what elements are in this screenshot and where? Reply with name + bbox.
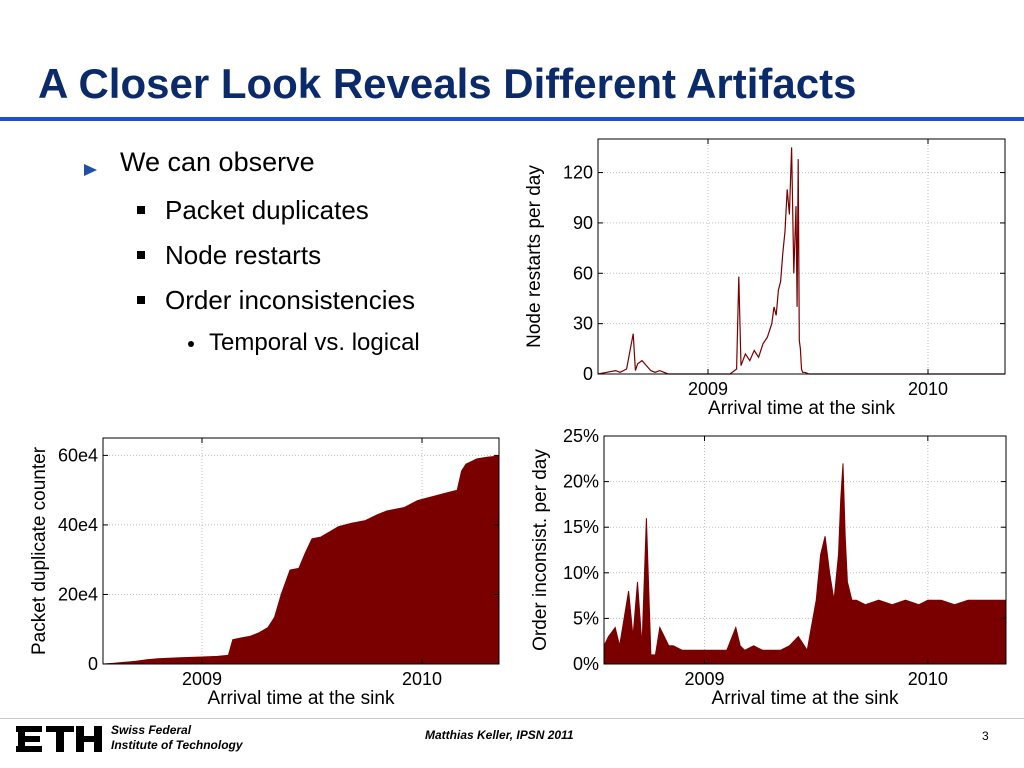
bullet-item: Order inconsistencies bbox=[165, 285, 415, 315]
y-tick-label: 5% bbox=[573, 608, 599, 628]
y-tick-label: 30 bbox=[573, 314, 593, 334]
x-tick-label: 2009 bbox=[684, 669, 724, 689]
y-tick-label: 120 bbox=[563, 163, 593, 183]
x-tick-label: 2010 bbox=[908, 379, 948, 399]
y-tick-label: 15% bbox=[563, 517, 599, 537]
y-tick-label: 60e4 bbox=[58, 445, 98, 465]
title-underline bbox=[0, 117, 1024, 121]
bullet-item: Node restarts bbox=[165, 240, 322, 270]
x-tick-label: 2010 bbox=[908, 669, 948, 689]
y-tick-label: 10% bbox=[563, 563, 599, 583]
y-tick-label: 60 bbox=[573, 263, 593, 283]
x-axis-label: Arrival time at the sink bbox=[708, 398, 895, 419]
y-tick-label: 20% bbox=[563, 472, 599, 492]
x-tick-label: 2010 bbox=[402, 669, 442, 689]
institution-line: Swiss Federal bbox=[111, 723, 192, 737]
y-tick-label: 20e4 bbox=[58, 584, 98, 604]
y-tick-label: 90 bbox=[573, 213, 593, 233]
plot-frame bbox=[102, 437, 500, 665]
author-credit: Matthias Keller, IPSN 2011 bbox=[425, 728, 574, 742]
series-area bbox=[603, 463, 1007, 665]
series-area bbox=[102, 455, 500, 665]
square-bullet-icon bbox=[137, 296, 145, 304]
y-axis-label: Order inconsist. per day bbox=[530, 449, 551, 651]
plot-frame bbox=[603, 435, 1007, 665]
x-axis-label: Arrival time at the sink bbox=[208, 688, 395, 709]
footer-divider bbox=[0, 718, 1024, 719]
y-tick-label: 40e4 bbox=[58, 515, 98, 535]
institution-name: Swiss Federal Institute of Technology bbox=[111, 723, 243, 753]
y-tick-label: 0 bbox=[583, 364, 593, 384]
y-tick-label: 0 bbox=[88, 654, 98, 674]
eth-logo bbox=[16, 726, 102, 752]
x-tick-label: 2009 bbox=[182, 669, 222, 689]
bullet-subitem: Temporal vs. logical bbox=[209, 329, 420, 356]
y-axis-label: Packet duplicate counter bbox=[29, 446, 50, 655]
y-axis-label: Node restarts per day bbox=[524, 165, 545, 348]
x-tick-label: 2009 bbox=[688, 379, 728, 399]
plot-frame bbox=[597, 138, 1006, 375]
institution-line: Institute of Technology bbox=[111, 738, 243, 752]
y-tick-label: 25% bbox=[563, 426, 599, 446]
square-bullet-icon bbox=[137, 251, 145, 259]
bullet-item: Packet duplicates bbox=[165, 195, 369, 225]
bullet-main: We can observe bbox=[120, 147, 315, 177]
series-line bbox=[597, 147, 1005, 375]
slide-title: A Closer Look Reveals Different Artifact… bbox=[38, 60, 857, 107]
dot-bullet-icon bbox=[188, 341, 194, 347]
y-tick-label: 0% bbox=[573, 654, 599, 674]
page-number: 3 bbox=[982, 729, 989, 743]
arrow-bullet-icon bbox=[84, 164, 97, 176]
square-bullet-icon bbox=[137, 206, 145, 214]
x-axis-label: Arrival time at the sink bbox=[712, 688, 899, 709]
